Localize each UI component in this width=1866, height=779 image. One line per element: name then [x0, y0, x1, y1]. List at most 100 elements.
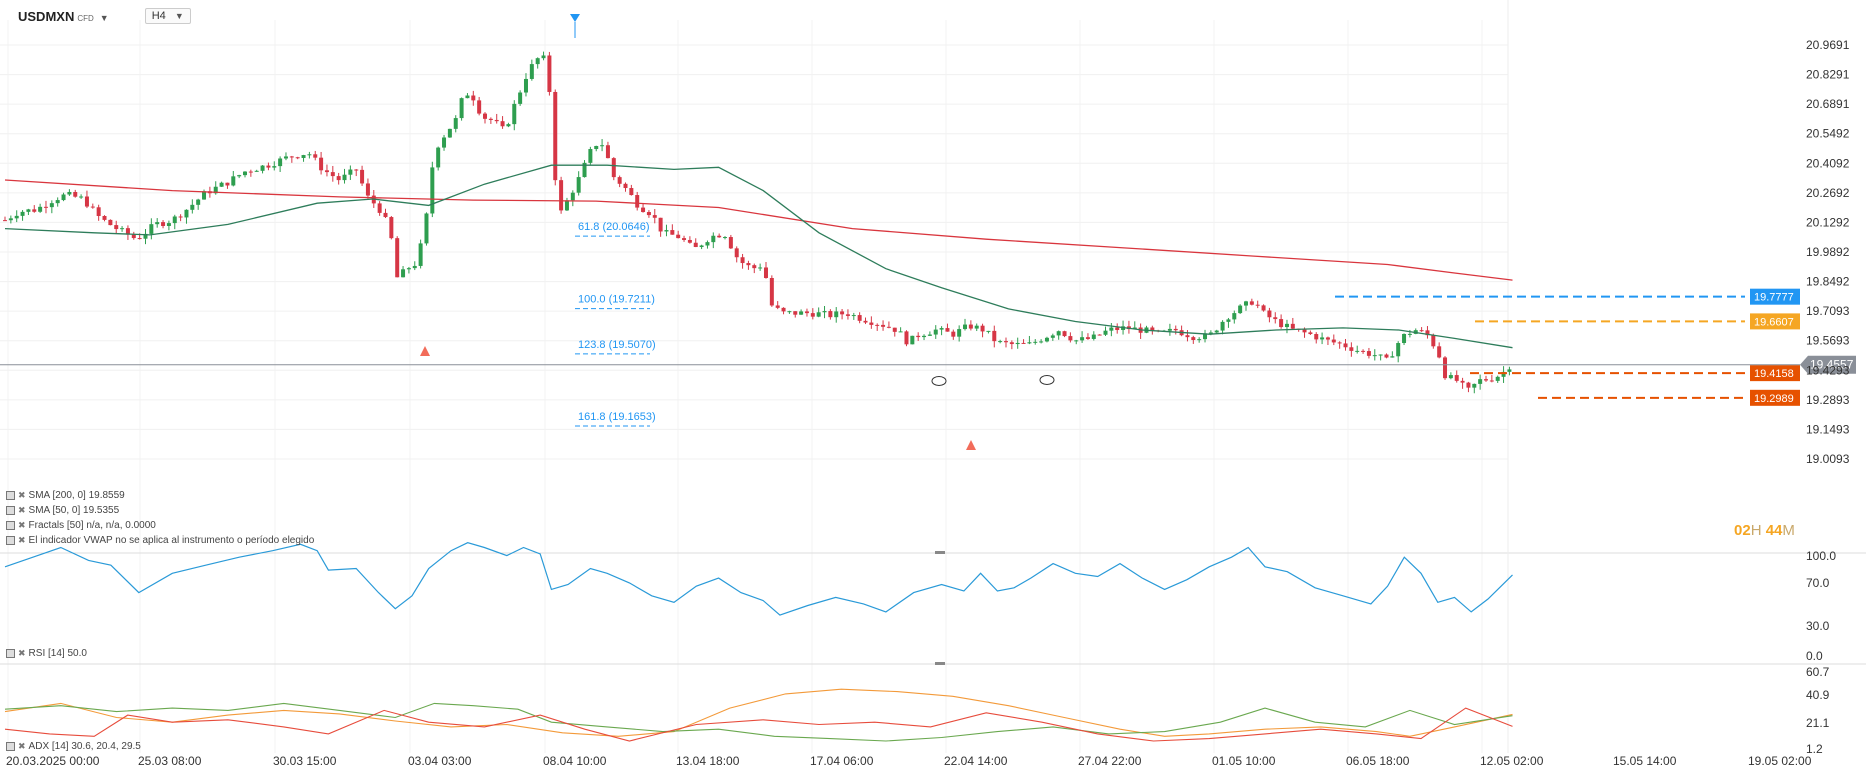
candle-body[interactable]	[55, 200, 60, 204]
candle-body[interactable]	[1349, 347, 1354, 351]
candle-body[interactable]	[295, 157, 300, 159]
candle-body[interactable]	[1091, 334, 1096, 339]
close-icon[interactable]: ✖	[18, 520, 26, 530]
candle-body[interactable]	[635, 195, 640, 208]
candle-body[interactable]	[1431, 335, 1436, 347]
pattern-marker[interactable]	[1039, 375, 1055, 385]
close-icon[interactable]: ✖	[18, 648, 26, 658]
candle-body[interactable]	[775, 305, 780, 308]
candle-body[interactable]	[576, 177, 581, 193]
candle-body[interactable]	[1097, 334, 1102, 336]
candle-body[interactable]	[851, 315, 856, 317]
candle-body[interactable]	[916, 335, 921, 338]
candle-body[interactable]	[149, 224, 154, 234]
candle-body[interactable]	[1279, 319, 1284, 328]
candle-body[interactable]	[664, 230, 669, 232]
candle-body[interactable]	[1232, 313, 1237, 320]
candle-body[interactable]	[658, 217, 663, 232]
candle-body[interactable]	[266, 165, 271, 168]
candle-body[interactable]	[1437, 346, 1442, 358]
candle-body[interactable]	[705, 242, 710, 246]
candle-body[interactable]	[939, 328, 944, 330]
candle-body[interactable]	[594, 145, 599, 150]
candle-body[interactable]	[278, 158, 283, 167]
candle-body[interactable]	[1255, 304, 1260, 306]
candle-body[interactable]	[769, 278, 774, 306]
candle-body[interactable]	[559, 180, 564, 211]
close-icon[interactable]: ✖	[18, 741, 26, 751]
fractal-up-marker[interactable]	[570, 14, 580, 22]
candle-body[interactable]	[237, 175, 242, 177]
candle-body[interactable]	[1489, 380, 1494, 382]
candle-body[interactable]	[1267, 310, 1272, 318]
candle-body[interactable]	[8, 218, 13, 221]
candle-body[interactable]	[125, 228, 130, 235]
candle-body[interactable]	[1361, 350, 1366, 352]
candle-body[interactable]	[26, 209, 31, 212]
candle-body[interactable]	[676, 234, 681, 239]
candle-body[interactable]	[260, 165, 265, 171]
candle-body[interactable]	[646, 212, 651, 216]
candle-body[interactable]	[793, 311, 798, 315]
candle-body[interactable]	[752, 265, 757, 269]
candle-body[interactable]	[886, 326, 891, 328]
candle-body[interactable]	[500, 121, 505, 127]
candle-body[interactable]	[1226, 319, 1231, 322]
candle-body[interactable]	[1390, 356, 1395, 358]
candle-body[interactable]	[389, 217, 394, 239]
adx-line[interactable]	[4, 688, 1513, 737]
candle-body[interactable]	[1039, 341, 1044, 343]
candle-body[interactable]	[682, 238, 687, 240]
candle-body[interactable]	[1214, 330, 1219, 333]
candle-body[interactable]	[875, 324, 880, 326]
candle-body[interactable]	[61, 194, 66, 201]
candle-body[interactable]	[494, 119, 499, 122]
candle-body[interactable]	[1314, 334, 1319, 340]
candle-body[interactable]	[600, 145, 605, 147]
legend-fractals[interactable]: ✖ Fractals [50] n/a, n/a, 0.0000	[6, 520, 156, 531]
candle-body[interactable]	[131, 234, 136, 239]
candle-body[interactable]	[1372, 355, 1377, 357]
candle-body[interactable]	[992, 330, 997, 342]
candle-body[interactable]	[1495, 376, 1500, 381]
candle-body[interactable]	[161, 222, 166, 226]
candle-body[interactable]	[3, 220, 7, 222]
candle-body[interactable]	[219, 182, 224, 187]
candle-body[interactable]	[342, 174, 347, 181]
candle-body[interactable]	[799, 311, 804, 315]
candle-body[interactable]	[1454, 375, 1459, 381]
candle-body[interactable]	[319, 157, 324, 171]
settings-icon[interactable]	[6, 742, 15, 751]
price-level-tag[interactable]	[1750, 288, 1800, 305]
candle-body[interactable]	[336, 176, 341, 181]
timeframe-selector[interactable]: H4 ▼	[144, 8, 191, 24]
candle-body[interactable]	[512, 103, 517, 125]
candle-body[interactable]	[360, 169, 365, 184]
candle-body[interactable]	[155, 222, 160, 225]
candle-body[interactable]	[1109, 327, 1114, 331]
candle-body[interactable]	[459, 98, 464, 119]
candle-body[interactable]	[822, 311, 827, 313]
candle-body[interactable]	[1425, 330, 1430, 336]
candle-body[interactable]	[307, 154, 312, 156]
candle-body[interactable]	[711, 235, 716, 243]
candle-body[interactable]	[1501, 371, 1506, 377]
legend-sma200[interactable]: ✖ SMA [200, 0] 19.8559	[6, 490, 125, 501]
candle-body[interactable]	[301, 155, 306, 158]
candle-body[interactable]	[611, 158, 616, 178]
candle-body[interactable]	[922, 335, 927, 338]
candle-body[interactable]	[974, 325, 979, 329]
candle-body[interactable]	[1185, 335, 1190, 338]
candle-body[interactable]	[289, 156, 294, 158]
candle-body[interactable]	[523, 78, 528, 93]
price-level-tag[interactable]	[1750, 365, 1800, 382]
settings-icon[interactable]	[6, 649, 15, 658]
candle-body[interactable]	[1478, 379, 1483, 384]
candle-body[interactable]	[1396, 343, 1401, 357]
candle-body[interactable]	[1044, 337, 1049, 342]
candle-body[interactable]	[225, 182, 230, 186]
candle-body[interactable]	[758, 267, 763, 269]
candle-body[interactable]	[73, 191, 78, 197]
candle-body[interactable]	[746, 263, 751, 266]
